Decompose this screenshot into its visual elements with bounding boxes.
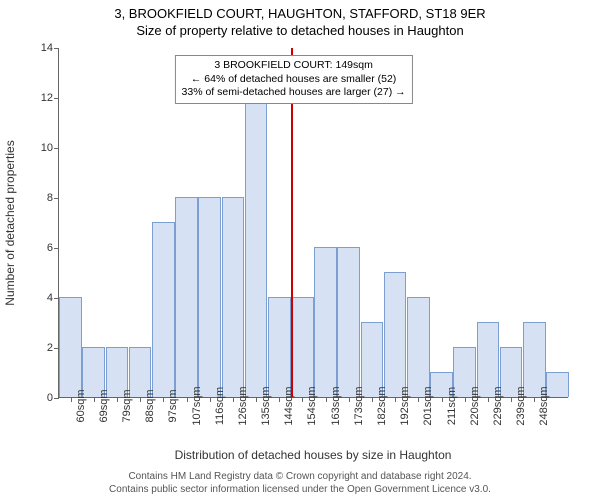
x-tick-mark xyxy=(256,397,257,402)
x-tick-label: 126sqm xyxy=(237,386,249,425)
histogram-bar xyxy=(407,297,430,397)
x-tick-label: 107sqm xyxy=(191,386,203,425)
histogram-bar xyxy=(175,197,198,397)
x-tick-mark xyxy=(465,397,466,402)
x-tick-label: 154sqm xyxy=(306,386,318,425)
chart-title-subtitle: Size of property relative to detached ho… xyxy=(0,21,600,38)
x-tick-mark xyxy=(233,397,234,402)
x-tick-label: 135sqm xyxy=(260,386,272,425)
x-tick-label: 79sqm xyxy=(121,389,133,422)
x-tick-mark xyxy=(302,397,303,402)
plot-area: 0246810121460sqm69sqm79sqm88sqm97sqm107s… xyxy=(58,48,568,398)
x-tick-mark xyxy=(395,397,396,402)
x-tick-mark xyxy=(71,397,72,402)
x-tick-label: 116sqm xyxy=(214,387,226,425)
x-tick-mark xyxy=(163,397,164,402)
annotation-box: 3 BROOKFIELD COURT: 149sqm← 64% of detac… xyxy=(175,55,413,104)
x-axis-label: Distribution of detached houses by size … xyxy=(58,448,568,462)
x-tick-mark xyxy=(210,397,211,402)
x-tick-label: 163sqm xyxy=(330,386,342,425)
x-tick-label: 211sqm xyxy=(446,387,458,425)
histogram-bar xyxy=(291,297,314,397)
x-tick-label: 69sqm xyxy=(98,389,110,422)
x-tick-mark xyxy=(511,397,512,402)
histogram-bar xyxy=(198,197,221,397)
x-tick-label: 192sqm xyxy=(399,386,411,425)
histogram-bar xyxy=(268,297,291,397)
x-tick-mark xyxy=(187,397,188,402)
x-tick-mark xyxy=(349,397,350,402)
x-tick-mark xyxy=(117,397,118,402)
footer-line2: Contains public sector information licen… xyxy=(0,483,600,496)
annotation-line: ← 64% of detached houses are smaller (52… xyxy=(182,73,406,87)
y-tick-mark xyxy=(54,148,59,149)
x-tick-label: 182sqm xyxy=(376,386,388,425)
chart-title-address: 3, BROOKFIELD COURT, HAUGHTON, STAFFORD,… xyxy=(0,0,600,21)
x-tick-label: 201sqm xyxy=(422,386,434,425)
x-tick-mark xyxy=(534,397,535,402)
x-tick-mark xyxy=(94,397,95,402)
histogram-bar xyxy=(222,197,245,397)
y-axis-label: Number of detached properties xyxy=(3,140,17,305)
x-tick-mark xyxy=(326,397,327,402)
histogram-bar xyxy=(384,272,407,397)
annotation-line: 33% of semi-detached houses are larger (… xyxy=(182,86,406,100)
histogram-bar xyxy=(59,297,82,397)
y-tick-mark xyxy=(54,48,59,49)
x-tick-label: 173sqm xyxy=(353,386,365,425)
x-tick-label: 248sqm xyxy=(538,386,550,425)
x-tick-label: 239sqm xyxy=(515,386,527,425)
x-tick-mark xyxy=(442,397,443,402)
histogram-bar xyxy=(337,247,360,397)
x-tick-label: 220sqm xyxy=(469,386,481,425)
x-tick-mark xyxy=(372,397,373,402)
y-tick-mark xyxy=(54,98,59,99)
y-tick-mark xyxy=(54,398,59,399)
histogram-bar xyxy=(314,247,337,397)
x-tick-label: 229sqm xyxy=(492,386,504,425)
x-tick-label: 144sqm xyxy=(283,386,295,425)
x-tick-mark xyxy=(279,397,280,402)
annotation-line: 3 BROOKFIELD COURT: 149sqm xyxy=(182,59,406,73)
x-tick-label: 88sqm xyxy=(144,389,156,422)
footer-line1: Contains HM Land Registry data © Crown c… xyxy=(0,470,600,483)
histogram-bar xyxy=(152,222,175,397)
x-tick-label: 60sqm xyxy=(75,389,87,422)
y-tick-mark xyxy=(54,198,59,199)
x-tick-mark xyxy=(418,397,419,402)
histogram-bar xyxy=(245,97,268,397)
x-tick-mark xyxy=(140,397,141,402)
footer-attribution: Contains HM Land Registry data © Crown c… xyxy=(0,470,600,496)
y-tick-mark xyxy=(54,248,59,249)
x-tick-mark xyxy=(488,397,489,402)
x-tick-label: 97sqm xyxy=(167,389,179,422)
